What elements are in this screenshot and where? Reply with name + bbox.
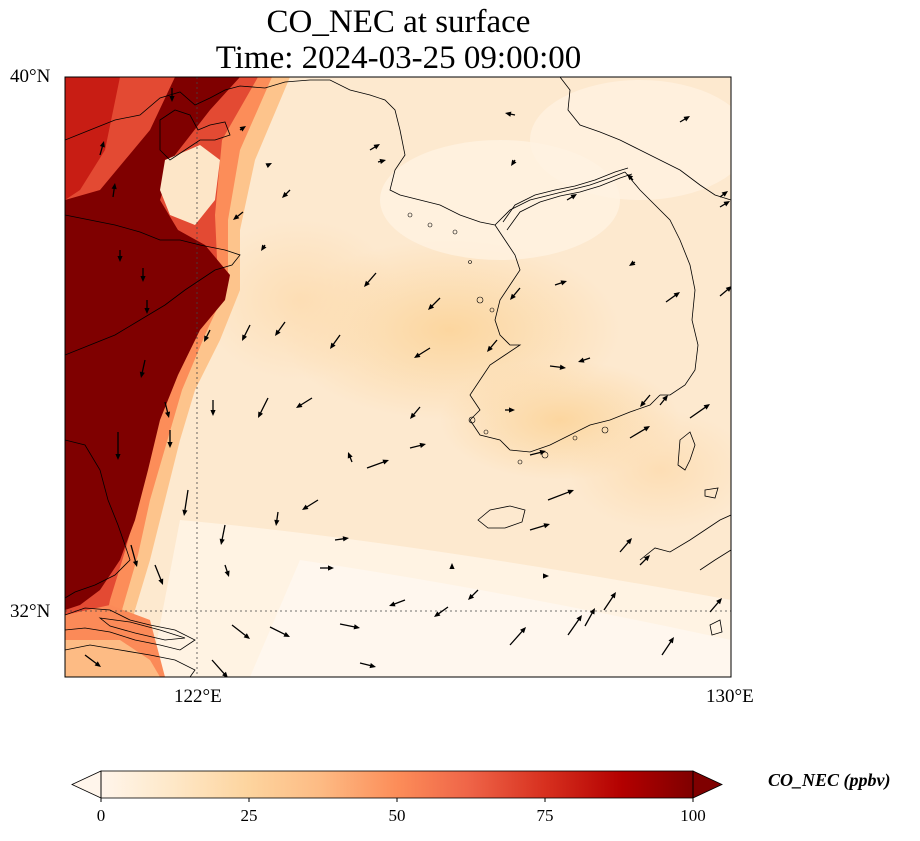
plume-east <box>570 410 750 530</box>
map-field <box>65 77 750 678</box>
colorbar-tick-label: 25 <box>229 806 269 826</box>
lon-label-130E: 130°E <box>706 687 754 707</box>
map-time: Time: 2024-03-25 09:00:00 <box>0 40 797 76</box>
colorbar-tick-label: 0 <box>81 806 121 826</box>
colorbar <box>72 771 722 802</box>
colorbar-tick-label: 50 <box>377 806 417 826</box>
map-title: CO_NEC at surface <box>0 4 797 40</box>
colorbar-label: CO_NEC (ppbv) <box>768 770 891 791</box>
lat-label-40N: 40°N <box>10 67 50 87</box>
colorbar-extend-high <box>693 771 722 798</box>
colorbar-gradient <box>101 771 693 798</box>
colorbar-extend-low <box>72 771 101 798</box>
lon-label-122E: 122°E <box>174 687 222 707</box>
colorbar-tick-label: 75 <box>525 806 565 826</box>
light-patch-northeast <box>530 80 750 200</box>
colorbar-tick-label: 100 <box>673 806 713 826</box>
lat-label-32N: 32°N <box>10 602 50 622</box>
